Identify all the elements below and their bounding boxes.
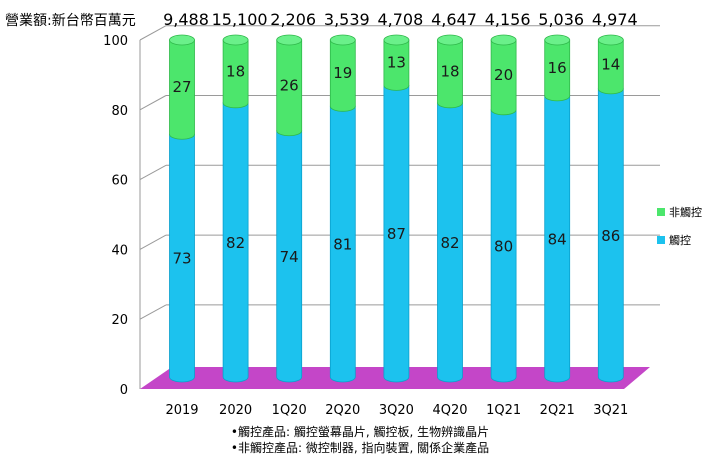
x-tick-label: 3Q21 bbox=[593, 403, 628, 418]
footnote-non-touch-products: •非觸控產品: 微控制器, 指向裝置, 關係企業產品 bbox=[230, 441, 490, 455]
bar-touch bbox=[544, 95, 571, 383]
data-label-non-touch: 18 bbox=[226, 62, 245, 80]
data-label-touch: 82 bbox=[226, 234, 245, 252]
y-tick-label: 20 bbox=[111, 313, 128, 328]
revenue-value: 4,708 bbox=[377, 10, 423, 29]
bar-top-cap bbox=[544, 34, 571, 46]
x-tick-label: 3Q20 bbox=[379, 403, 414, 418]
bar-touch bbox=[437, 102, 463, 383]
data-label-touch: 73 bbox=[172, 250, 191, 268]
data-label-non-touch: 26 bbox=[280, 76, 299, 94]
revenue-value: 4,647 bbox=[431, 10, 477, 29]
x-tick-label: 1Q20 bbox=[272, 403, 307, 418]
data-label-non-touch: 14 bbox=[601, 55, 620, 73]
bar-top-cap bbox=[222, 34, 249, 46]
data-label-non-touch: 13 bbox=[387, 54, 406, 72]
y-tick-label: 80 bbox=[111, 104, 128, 119]
bar-non-touch bbox=[490, 39, 517, 116]
bar-non-touch bbox=[276, 39, 303, 137]
bar-non-touch bbox=[544, 39, 571, 102]
footnote-touch-products: •觸控產品: 觸控螢幕晶片, 觸控板, 生物辨識晶片 bbox=[230, 425, 490, 439]
bar-top-cap bbox=[490, 34, 517, 46]
legend-item-touch: 觸控 bbox=[657, 232, 691, 248]
revenue-unit-label: 營業額:新台幣百萬元 bbox=[5, 13, 136, 29]
revenue-value: 4,156 bbox=[485, 10, 531, 29]
bar-top-cap bbox=[437, 34, 463, 46]
data-label-non-touch: 27 bbox=[172, 78, 191, 96]
y-tick-label: 0 bbox=[120, 383, 128, 398]
data-label-non-touch: 19 bbox=[333, 64, 352, 82]
revenue-value: 15,100 bbox=[212, 10, 268, 29]
data-label-touch: 82 bbox=[440, 234, 459, 252]
legend-item-non-touch: 非觸控 bbox=[657, 204, 702, 220]
data-label-touch: 87 bbox=[387, 225, 406, 243]
legend-swatch-touch bbox=[657, 236, 665, 244]
data-label-non-touch: 20 bbox=[494, 66, 513, 84]
revenue-value: 2,206 bbox=[270, 10, 316, 29]
bar-top-cap bbox=[329, 34, 356, 46]
x-tick-label: 1Q21 bbox=[486, 403, 521, 418]
data-label-touch: 81 bbox=[333, 236, 352, 254]
revenue-value: 5,036 bbox=[538, 10, 584, 29]
y-tick-label: 40 bbox=[111, 243, 128, 258]
data-label-touch: 86 bbox=[601, 227, 620, 245]
bar-non-touch bbox=[222, 39, 249, 109]
data-label-touch: 80 bbox=[494, 237, 513, 255]
bar-non-touch bbox=[597, 39, 624, 95]
revenue-value: 4,974 bbox=[592, 10, 638, 29]
data-label-non-touch: 16 bbox=[548, 59, 567, 77]
x-tick-label: 2Q20 bbox=[325, 403, 360, 418]
bar-touch bbox=[383, 84, 410, 383]
data-label-touch: 74 bbox=[280, 248, 299, 266]
bar-touch bbox=[276, 130, 303, 383]
bar-touch bbox=[597, 88, 624, 383]
legend-label-touch: 觸控 bbox=[669, 234, 691, 247]
bar-non-touch bbox=[169, 39, 195, 140]
gridline-diagonal bbox=[139, 25, 167, 41]
bar-top-cap bbox=[169, 34, 195, 46]
bar-top-cap bbox=[276, 34, 303, 46]
bar-top-cap bbox=[597, 34, 624, 46]
x-tick-label: 4Q20 bbox=[432, 403, 467, 418]
x-tick-label: 2020 bbox=[219, 403, 252, 418]
bar-touch bbox=[169, 133, 195, 383]
bar-non-touch bbox=[383, 39, 410, 91]
gridline-diagonal bbox=[139, 95, 167, 111]
revenue-value: 9,488 bbox=[163, 10, 209, 29]
gridline-diagonal bbox=[139, 164, 167, 181]
bar-non-touch bbox=[329, 39, 356, 112]
data-label-touch: 84 bbox=[548, 230, 567, 248]
legend-label-non-touch: 非觸控 bbox=[669, 206, 702, 219]
revenue-value: 3,539 bbox=[324, 10, 370, 29]
x-tick-label: 2Q21 bbox=[540, 403, 575, 418]
bar-touch bbox=[329, 105, 356, 383]
y-tick-label: 60 bbox=[111, 174, 128, 189]
y-tick-label: 100 bbox=[103, 34, 128, 49]
bar-top-cap bbox=[383, 34, 410, 46]
bar-touch bbox=[222, 102, 249, 383]
gridline-diagonal bbox=[139, 304, 167, 320]
legend-swatch-non-touch bbox=[657, 208, 665, 216]
bar-touch bbox=[490, 109, 517, 383]
gridline-diagonal bbox=[139, 234, 167, 250]
bar-non-touch bbox=[437, 39, 463, 109]
x-tick-label: 2019 bbox=[165, 403, 198, 418]
data-label-non-touch: 18 bbox=[440, 62, 459, 80]
